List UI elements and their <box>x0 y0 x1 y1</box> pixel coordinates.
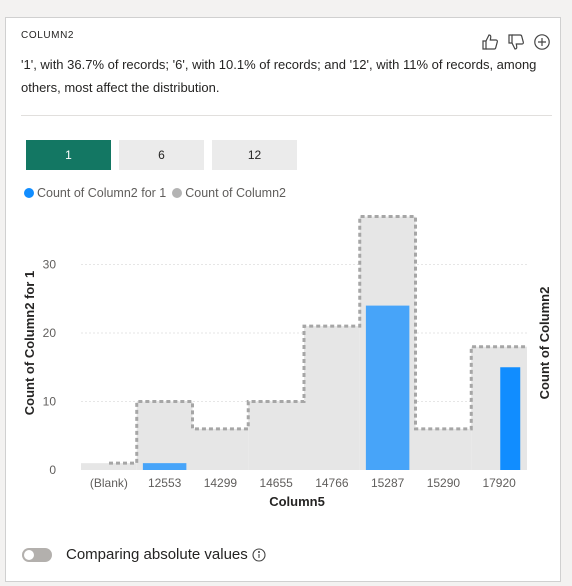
bar-filtered-7 <box>500 367 521 470</box>
compare-absolute-label: Comparing absolute values <box>66 546 248 563</box>
x-tick-label: 17920 <box>482 476 516 490</box>
bar-total-4 <box>304 326 360 470</box>
bar-total-3 <box>248 401 304 470</box>
legend-dot-blue-icon <box>24 188 34 198</box>
legend-dot-gray-icon <box>172 188 183 198</box>
tab-value-12[interactable]: 12 <box>212 140 297 170</box>
bar-total-0 <box>81 463 137 470</box>
tab-value-1[interactable]: 1 <box>26 140 111 170</box>
add-icon[interactable] <box>532 32 552 52</box>
card-title: COLUMN2 <box>21 30 75 41</box>
y-tick-label: 30 <box>43 258 57 272</box>
bar-filtered-5 <box>365 305 410 470</box>
divider <box>21 115 552 116</box>
toggle-knob <box>24 549 34 560</box>
total-outline <box>109 215 527 465</box>
y-axis-title: Count of Column2 for 1 <box>22 271 37 415</box>
legend-item-total: Count of Column2 <box>172 186 286 200</box>
bar-total-6 <box>415 428 472 470</box>
y-tick-label: 20 <box>43 326 57 340</box>
thumbs-up-icon[interactable] <box>480 32 500 52</box>
x-axis-title: Column5 <box>269 494 325 509</box>
x-tick-label: (Blank) <box>90 476 128 490</box>
legend-item-filtered: Count of Column2 for 1 <box>24 186 166 200</box>
legend-label-filtered: Count of Column2 for 1 <box>37 186 167 200</box>
value-tabs: 1 6 12 <box>26 140 297 170</box>
bar-filtered-1 <box>142 463 187 470</box>
y-axis-title-right: Count of Column2 <box>537 287 552 400</box>
visual-card: COLUMN2 '1', with 36.7% of records; '6',… <box>5 17 561 582</box>
x-tick-label: 15287 <box>371 476 405 490</box>
compare-absolute-toggle[interactable] <box>22 547 52 562</box>
x-tick-label: 14655 <box>259 476 293 490</box>
x-tick-label: 14299 <box>204 476 238 490</box>
legend-label-total: Count of Column2 <box>185 186 287 200</box>
bar-total-1 <box>136 401 193 470</box>
thumbs-down-icon[interactable] <box>506 32 526 52</box>
x-tick-label: 14766 <box>315 476 349 490</box>
tab-value-6[interactable]: 6 <box>119 140 204 170</box>
y-tick-label: 0 <box>49 463 56 477</box>
x-tick-label: 12553 <box>148 476 182 490</box>
card-actions <box>480 32 552 52</box>
y-tick-label: 10 <box>43 395 57 409</box>
insight-description: '1', with 36.7% of records; '6', with 10… <box>21 57 537 95</box>
info-icon[interactable] <box>252 547 266 562</box>
bar-total-2 <box>192 428 249 470</box>
footer: Comparing absolute values <box>22 546 266 563</box>
chart-legend: Count of Column2 for 1 Count of Column2 <box>24 186 292 200</box>
x-tick-label: 15290 <box>427 476 461 490</box>
